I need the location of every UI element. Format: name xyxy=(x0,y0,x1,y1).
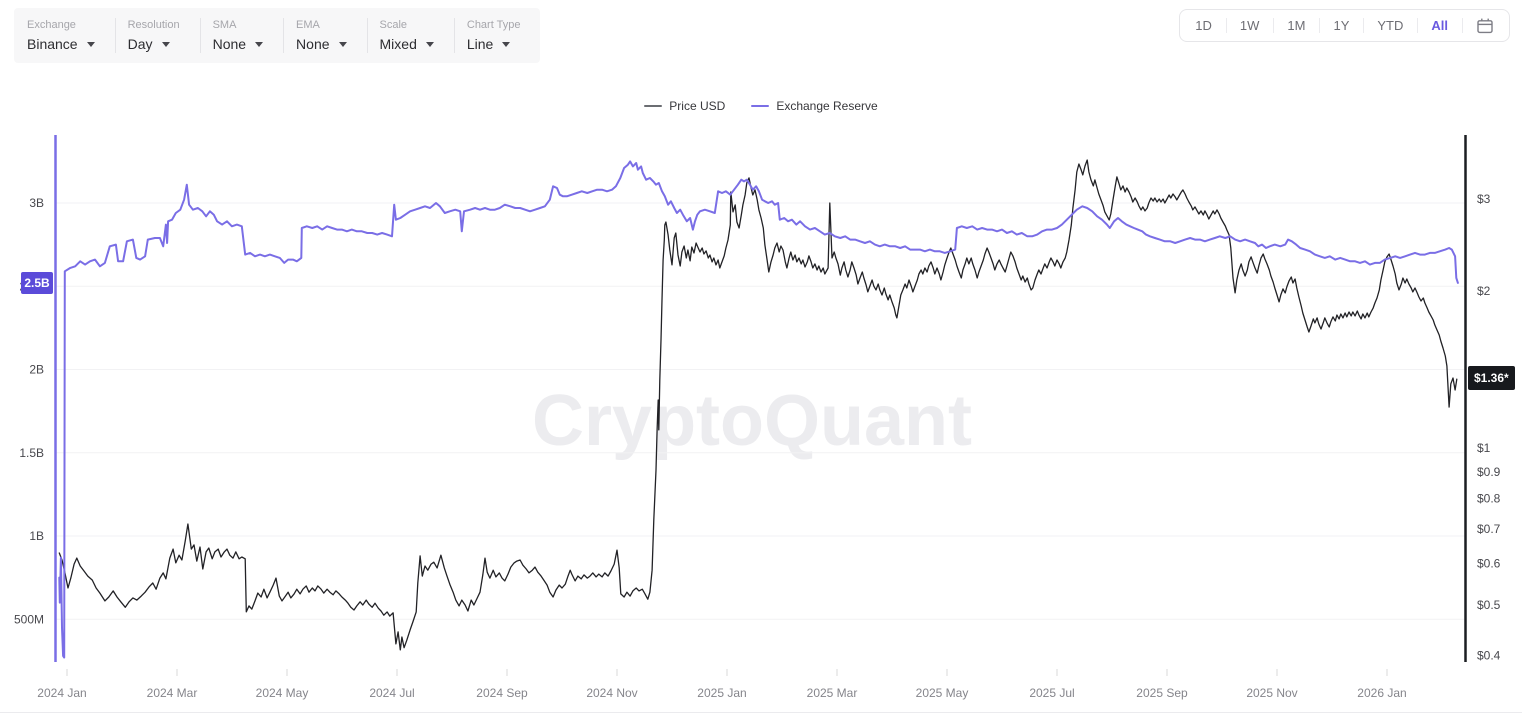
legend-label: Price USD xyxy=(669,99,726,113)
reserve-line-swatch xyxy=(751,104,770,108)
toolbar-group-value: Day xyxy=(127,36,153,52)
x-axis-tick-label: 2025 Jan xyxy=(697,686,746,700)
legend-item-exchange-reserve[interactable]: Exchange Reserve xyxy=(751,99,878,113)
time-range-bar: 1D 1W 1M 1Y YTD All xyxy=(1179,9,1510,42)
right-axis-tick-label: $0.8 xyxy=(1477,492,1501,506)
x-axis-tick-label: 2026 Jan xyxy=(1357,686,1406,700)
toolbar-group-label: SMA xyxy=(212,19,237,31)
left-axis-tick-label: 3B xyxy=(29,196,44,210)
toolbar-group-resolution[interactable]: Resolution Day xyxy=(114,8,200,63)
x-axis-tick-label: 2025 Sep xyxy=(1136,686,1188,700)
toolbar-group-label: Exchange xyxy=(27,19,76,31)
reserve-last-value-badge: 2.5B xyxy=(21,271,53,294)
right-axis-tick-label: $0.4 xyxy=(1477,649,1501,663)
chart-legend: Price USD Exchange Reserve xyxy=(0,99,1522,113)
toolbar-group-value: None xyxy=(296,36,330,52)
right-axis-tick-label: $3 xyxy=(1477,192,1491,206)
toolbar-group-ema[interactable]: EMA None xyxy=(283,8,366,63)
toolbar-group-label: EMA xyxy=(296,19,320,31)
range-option-all[interactable]: All xyxy=(1417,10,1462,41)
legend-label: Exchange Reserve xyxy=(776,99,878,113)
cryptoquant-watermark: CryptoQuant xyxy=(532,381,972,461)
right-axis-tick-label: $2 xyxy=(1477,284,1491,298)
chevron-down-icon xyxy=(161,42,170,47)
chevron-down-icon xyxy=(255,42,264,47)
toolbar-group-label: Resolution xyxy=(127,19,180,31)
toolbar-group-exchange[interactable]: Exchange Binance xyxy=(14,8,115,63)
x-axis-tick-label: 2025 May xyxy=(916,686,969,700)
x-axis-tick-label: 2024 May xyxy=(256,686,309,700)
bottom-divider xyxy=(0,712,1522,713)
x-axis-tick-label: 2024 Jul xyxy=(369,686,414,700)
right-axis-tick-label: $0.9 xyxy=(1477,465,1501,479)
left-axis-tick-label: 1.5B xyxy=(19,446,44,460)
toolbar-group-sma[interactable]: SMA None xyxy=(199,8,283,63)
toolbar-group-label: Scale xyxy=(379,19,408,31)
right-axis-tick-label: $1 xyxy=(1477,441,1491,455)
right-axis-tick-label: $0.7 xyxy=(1477,522,1501,536)
right-axis-tick-label: $0.5 xyxy=(1477,598,1501,612)
chevron-down-icon xyxy=(86,42,95,47)
x-axis-tick-label: 2024 Sep xyxy=(476,686,528,700)
x-axis-tick-label: 2025 Jul xyxy=(1029,686,1074,700)
range-option-ytd[interactable]: YTD xyxy=(1363,10,1417,41)
right-axis-tick-label: $0.6 xyxy=(1477,557,1501,571)
price-last-value-badge: $1.36* xyxy=(1468,366,1515,391)
chevron-down-icon xyxy=(338,42,347,47)
toolbar-group-chart-type[interactable]: Chart Type Line xyxy=(453,8,541,63)
legend-item-price-usd[interactable]: Price USD xyxy=(644,99,725,113)
x-axis-tick-label: 2024 Jan xyxy=(37,686,86,700)
toolbar-group-value: Binance xyxy=(27,36,78,52)
x-axis-tick-label: 2024 Nov xyxy=(586,686,637,700)
toolbar-group-label: Chart Type xyxy=(466,19,521,31)
range-option-1w[interactable]: 1W xyxy=(1225,10,1274,41)
chevron-down-icon xyxy=(502,42,511,47)
toolbar-group-value: Line xyxy=(466,36,494,52)
left-axis-tick-label: 500M xyxy=(14,612,44,626)
calendar-icon[interactable] xyxy=(1462,10,1508,41)
x-axis-tick-label: 2024 Mar xyxy=(147,686,198,700)
toolbar-group-value: Mixed xyxy=(379,36,417,52)
price-line-swatch xyxy=(644,104,663,108)
range-option-1y[interactable]: 1Y xyxy=(1319,10,1363,41)
price-series-line xyxy=(58,159,1458,651)
range-option-1m[interactable]: 1M xyxy=(1273,10,1319,41)
x-axis-tick-label: 2025 Mar xyxy=(807,686,858,700)
chart-settings-toolbar: Exchange Binance Resolution Day SMA None… xyxy=(14,8,541,63)
chevron-down-icon xyxy=(425,42,434,47)
toolbar-group-scale[interactable]: Scale Mixed xyxy=(366,8,454,63)
x-axis-tick-label: 2025 Nov xyxy=(1246,686,1297,700)
reserve-series-line xyxy=(58,160,1459,659)
left-axis-tick-label: 2B xyxy=(29,363,44,377)
range-option-1d[interactable]: 1D xyxy=(1195,18,1212,33)
toolbar-group-value: None xyxy=(212,36,247,52)
left-axis-tick-label: 1B xyxy=(29,529,44,543)
